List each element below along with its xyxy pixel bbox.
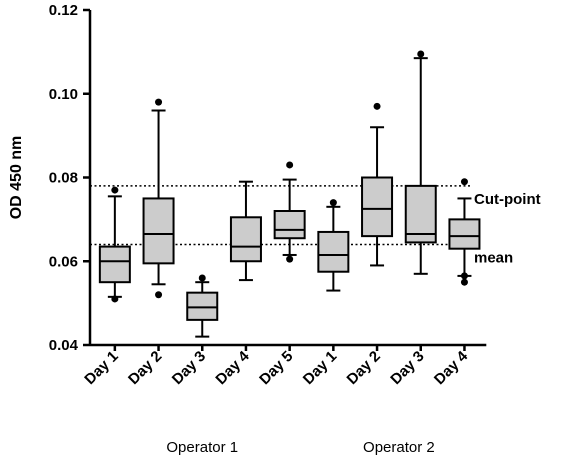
- outlier-point: [286, 255, 294, 263]
- group-labels: Operator 1 Operator 2: [166, 439, 434, 456]
- reference-line-label: Cut-point: [474, 191, 541, 208]
- outlier-point: [111, 186, 119, 194]
- box-plot: [273, 161, 306, 263]
- y-tick-label: 0.10: [49, 86, 78, 103]
- y-axis: 0.04 0.06 0.08 0.10 0.12: [49, 2, 92, 354]
- outlier-point: [460, 272, 468, 280]
- box: [404, 184, 437, 244]
- x-tick-label: Day 2: [125, 348, 165, 388]
- group-label: Operator 2: [363, 439, 435, 456]
- outlier-point: [286, 161, 294, 169]
- box: [448, 218, 481, 250]
- x-tick-label: Day 1: [300, 348, 340, 388]
- outlier-point: [329, 199, 337, 207]
- box: [142, 197, 175, 265]
- box-plot: [98, 186, 131, 303]
- x-tick-label: Day 4: [212, 347, 253, 388]
- y-tick-label: 0.12: [49, 2, 78, 19]
- box: [273, 210, 306, 240]
- box-plot: [317, 199, 350, 292]
- y-tick-label: 0.06: [49, 253, 78, 270]
- boxes: [98, 50, 481, 338]
- box-plot: [448, 178, 481, 286]
- y-tick-label: 0.08: [49, 170, 78, 187]
- outlier-point: [417, 50, 425, 58]
- outlier-point: [460, 178, 468, 186]
- box-plot: [229, 180, 262, 282]
- x-axis: Day 1 Day 2 Day 3 Day 4 Day 5 Day 1 Day 2 Day 3…: [81, 343, 487, 388]
- box: [229, 216, 262, 263]
- outlier-point: [198, 274, 206, 282]
- box: [317, 230, 350, 273]
- box-plot: [186, 274, 219, 338]
- reference-line-label: mean: [474, 250, 513, 267]
- box: [361, 176, 394, 238]
- y-axis-title: OD 450 nm: [8, 136, 25, 220]
- x-tick-label: Day 2: [344, 348, 384, 388]
- x-tick-label: Day 5: [256, 348, 296, 388]
- box: [186, 291, 219, 321]
- y-tick-label: 0.04: [49, 337, 79, 354]
- outlier-point: [111, 295, 119, 303]
- x-tick-label: Day 3: [169, 348, 209, 388]
- outlier-point: [155, 98, 163, 106]
- x-tick-label: Day 4: [431, 347, 472, 388]
- box-plot: [142, 98, 175, 299]
- box-plot: [361, 102, 394, 267]
- box-plot: [404, 50, 437, 275]
- outlier-point: [155, 291, 163, 299]
- outlier-point: [460, 278, 468, 286]
- x-tick-label: Day 1: [81, 348, 121, 388]
- x-tick-label: Day 3: [387, 348, 427, 388]
- outlier-point: [373, 102, 381, 110]
- box: [98, 245, 131, 284]
- group-label: Operator 1: [166, 439, 238, 456]
